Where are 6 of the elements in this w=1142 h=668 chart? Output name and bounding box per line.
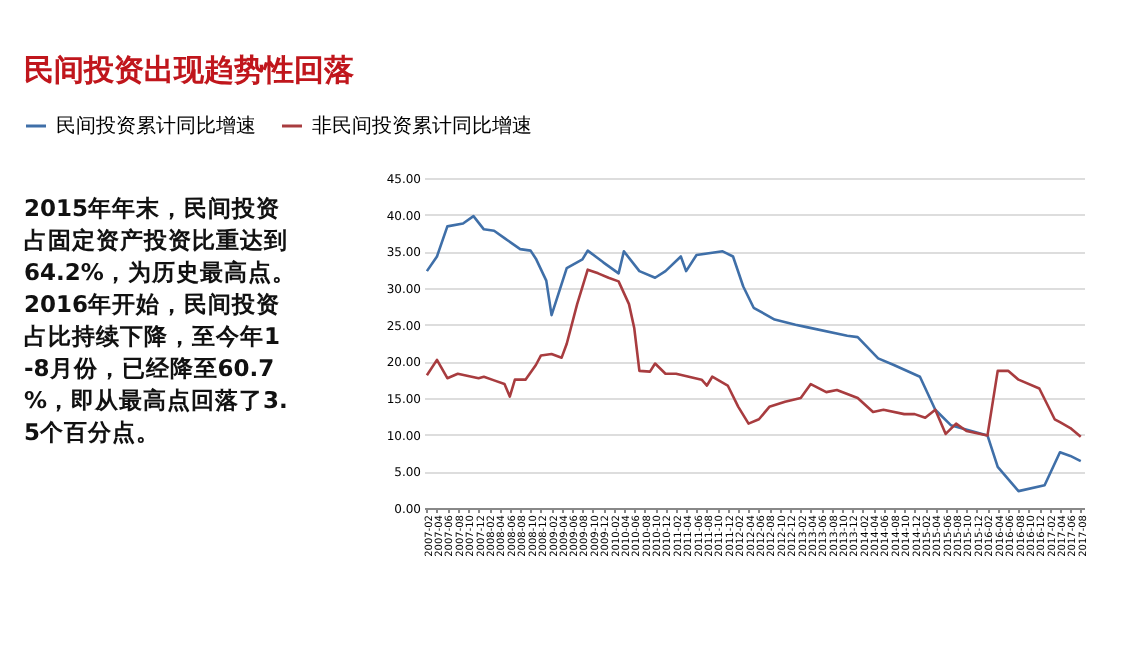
chart-title: 民间投资出现趋势性回落 xyxy=(24,52,356,88)
line-series xyxy=(425,268,1083,439)
line-series xyxy=(425,214,1083,493)
text: 2015年年末，民间投资占固定资产投资比重达到64.2%，为历史最高点。2016年开始，民间投资占比持续下降，至今年1-8月份，已经降至60.7%，即从最高点回落了3.5个百分点。 xyxy=(24,194,296,446)
legend-label: 非民间投资累计同比增速 xyxy=(312,114,532,138)
legend-label: 民间投资累计同比增速 xyxy=(56,114,256,138)
